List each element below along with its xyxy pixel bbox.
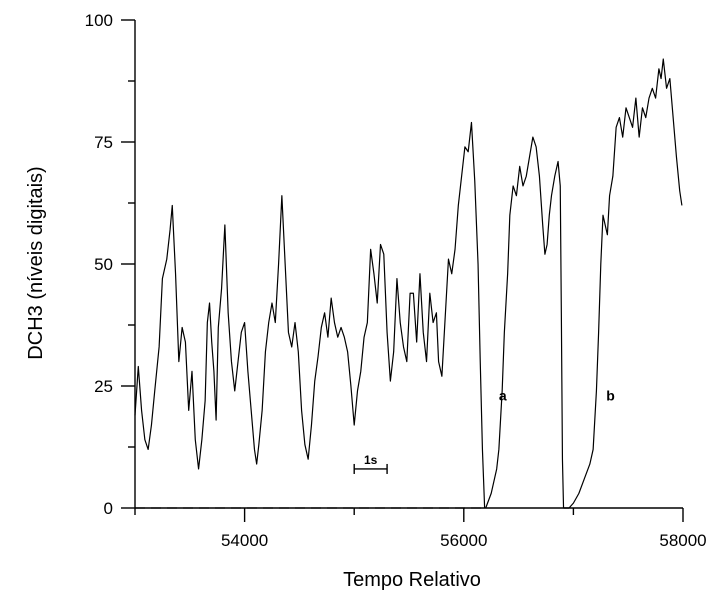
annotation-b: b <box>606 388 615 404</box>
y-tick-label: 0 <box>104 499 113 518</box>
series-line-2 <box>485 136 565 509</box>
y-tick-label: 100 <box>85 11 113 30</box>
annotations: a b 1s <box>353 388 615 474</box>
axis-ticks: 0 25 50 75 100 54000 56000 58000 <box>85 11 707 550</box>
series-line-3 <box>563 58 683 509</box>
annotation-a: a <box>499 388 507 404</box>
x-tick-label: 54000 <box>221 531 268 550</box>
x-tick-label: 58000 <box>659 531 706 550</box>
y-axis-label: DCH3 (níveis digitais) <box>25 166 47 359</box>
x-axis-label: Tempo Relativo <box>343 569 481 591</box>
series-layer <box>134 58 683 509</box>
x-tick-label: 56000 <box>440 531 487 550</box>
scale-bar-label: 1s <box>364 453 378 467</box>
series-line-1 <box>134 121 486 509</box>
y-tick-label: 75 <box>94 133 113 152</box>
y-tick-label: 25 <box>94 377 113 396</box>
y-tick-label: 50 <box>94 255 113 274</box>
